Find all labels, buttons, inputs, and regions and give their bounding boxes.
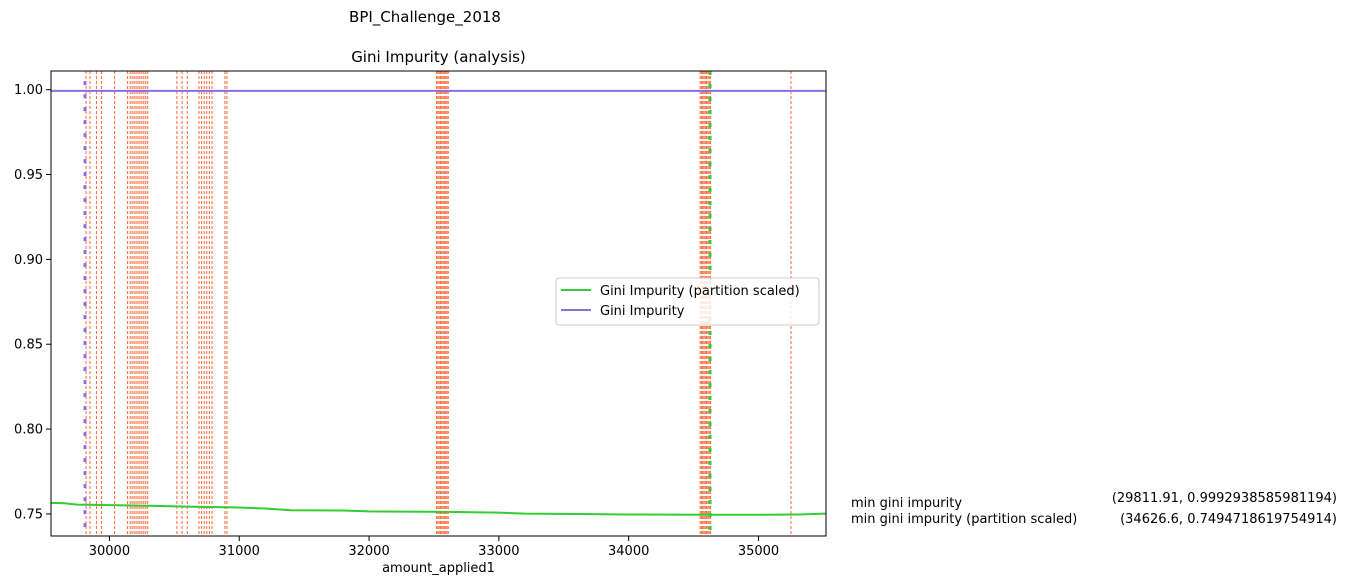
legend-label-gini: Gini Impurity <box>600 304 685 319</box>
annotations: min gini impurity (29811.91, 0.999293858… <box>851 491 1337 527</box>
x-tick-label-4: 34000 <box>608 544 649 559</box>
x-axis-label: amount_applied1 <box>382 561 495 576</box>
y-tick-label-2: 0.85 <box>14 338 43 353</box>
y-axis-ticks: 0.75 0.80 0.85 0.90 0.95 1.00 <box>14 83 51 522</box>
y-tick-label-0: 0.75 <box>14 507 43 522</box>
series-group <box>50 89 827 516</box>
y-tick-label-3: 0.90 <box>14 253 43 268</box>
annotation-label-min-gini: min gini impurity <box>851 496 962 511</box>
series-line-0 <box>50 501 827 516</box>
y-tick-label-5: 1.00 <box>14 83 43 98</box>
x-tick-label-5: 35000 <box>738 544 779 559</box>
plot-frame <box>50 70 827 537</box>
legend: Gini Impurity (partition scaled) Gini Im… <box>555 277 820 326</box>
x-axis-ticks: 30000 31000 32000 33000 34000 35000 <box>89 536 779 559</box>
min-markers-group <box>83 71 712 536</box>
annotation-label-min-gini-partition: min gini impurity (partition scaled) <box>851 512 1077 527</box>
legend-box <box>555 277 820 326</box>
chart-title: Gini Impurity (analysis) <box>351 48 526 66</box>
y-tick-label-4: 0.95 <box>14 168 43 183</box>
figure-title: BPI_Challenge_2018 <box>349 8 501 27</box>
split-lines-group <box>85 71 792 536</box>
annotation-value-min-gini-partition: (34626.6, 0.7494718619754914) <box>1120 512 1337 527</box>
x-tick-label-1: 31000 <box>219 544 260 559</box>
x-tick-label-3: 33000 <box>478 544 519 559</box>
y-tick-label-1: 0.80 <box>14 423 43 438</box>
x-tick-label-0: 30000 <box>89 544 130 559</box>
legend-label-partition-scaled: Gini Impurity (partition scaled) <box>600 284 800 299</box>
annotation-value-min-gini: (29811.91, 0.9992938585981194) <box>1112 491 1337 506</box>
x-tick-label-2: 32000 <box>348 544 389 559</box>
